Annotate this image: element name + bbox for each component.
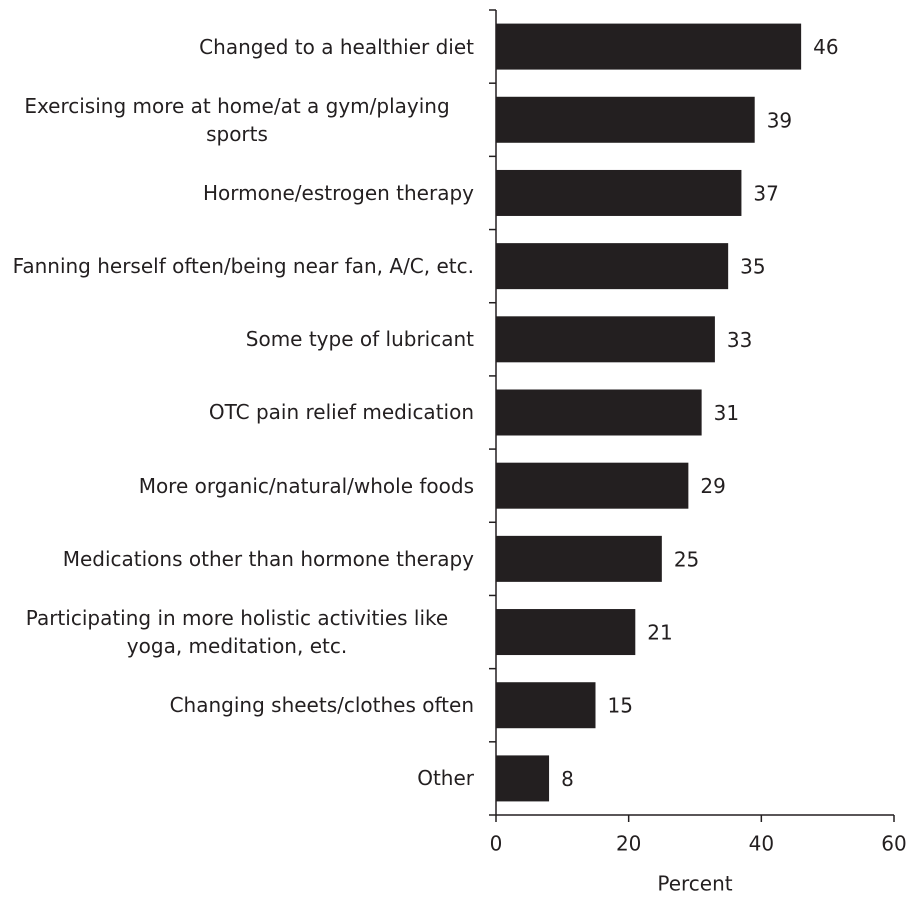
value-label: 46	[813, 35, 838, 59]
bar	[496, 755, 550, 802]
category-label-box: Changed to a healthier diet	[0, 10, 474, 83]
x-tick-label: 20	[616, 832, 641, 856]
bar	[496, 243, 729, 290]
category-label: OTC pain relief medication	[208, 400, 474, 425]
category-label-box: Some type of lubricant	[0, 303, 474, 376]
category-label: Changed to a healthier diet	[199, 34, 474, 59]
bar	[496, 96, 755, 143]
bar	[496, 609, 636, 656]
category-label-box: OTC pain relief medication	[0, 376, 474, 449]
category-label: More organic/natural/whole foods	[138, 473, 474, 498]
value-label: 35	[740, 255, 765, 279]
category-label-box: Changing sheets/clothes often	[0, 669, 474, 742]
category-label: Medications other than hormone therapy	[62, 546, 474, 571]
bar	[496, 682, 596, 729]
category-label: Other	[417, 766, 474, 791]
category-label: Fanning herself often/being near fan, A/…	[12, 254, 474, 279]
category-label-box: Hormone/estrogen therapy	[0, 156, 474, 229]
value-label: 39	[767, 108, 792, 132]
category-label-box: Fanning herself often/being near fan, A/…	[0, 230, 474, 303]
bar	[496, 535, 662, 582]
value-label: 25	[674, 547, 699, 571]
value-label: 29	[700, 474, 725, 498]
value-label: 31	[714, 401, 739, 425]
category-label-box: Exercising more at home/at a gym/playing…	[0, 83, 474, 156]
category-label: Changing sheets/clothes often	[169, 693, 474, 718]
x-tick-label: 0	[490, 832, 503, 856]
bar	[496, 462, 689, 509]
category-label-box: Other	[0, 742, 474, 815]
x-tick-label: 40	[749, 832, 774, 856]
value-label: 15	[608, 694, 633, 718]
bar	[496, 389, 702, 436]
value-label: 8	[561, 767, 574, 791]
category-label: Some type of lubricant	[245, 327, 474, 352]
category-label: Hormone/estrogen therapy	[202, 180, 474, 205]
bar	[496, 316, 715, 363]
value-label: 37	[753, 181, 778, 205]
category-label-box: Participating in more holistic activitie…	[0, 595, 474, 668]
category-label-box: Medications other than hormone therapy	[0, 522, 474, 595]
x-tick-label: 60	[881, 832, 906, 856]
bar	[496, 23, 802, 70]
category-label: Exercising more at home/at a gym/playing…	[24, 93, 450, 146]
category-label: Participating in more holistic activitie…	[25, 606, 449, 659]
bar	[496, 169, 742, 216]
category-label-box: More organic/natural/whole foods	[0, 449, 474, 522]
x-axis-label: Percent	[657, 872, 732, 896]
value-label: 21	[647, 621, 672, 645]
value-label: 33	[727, 328, 752, 352]
